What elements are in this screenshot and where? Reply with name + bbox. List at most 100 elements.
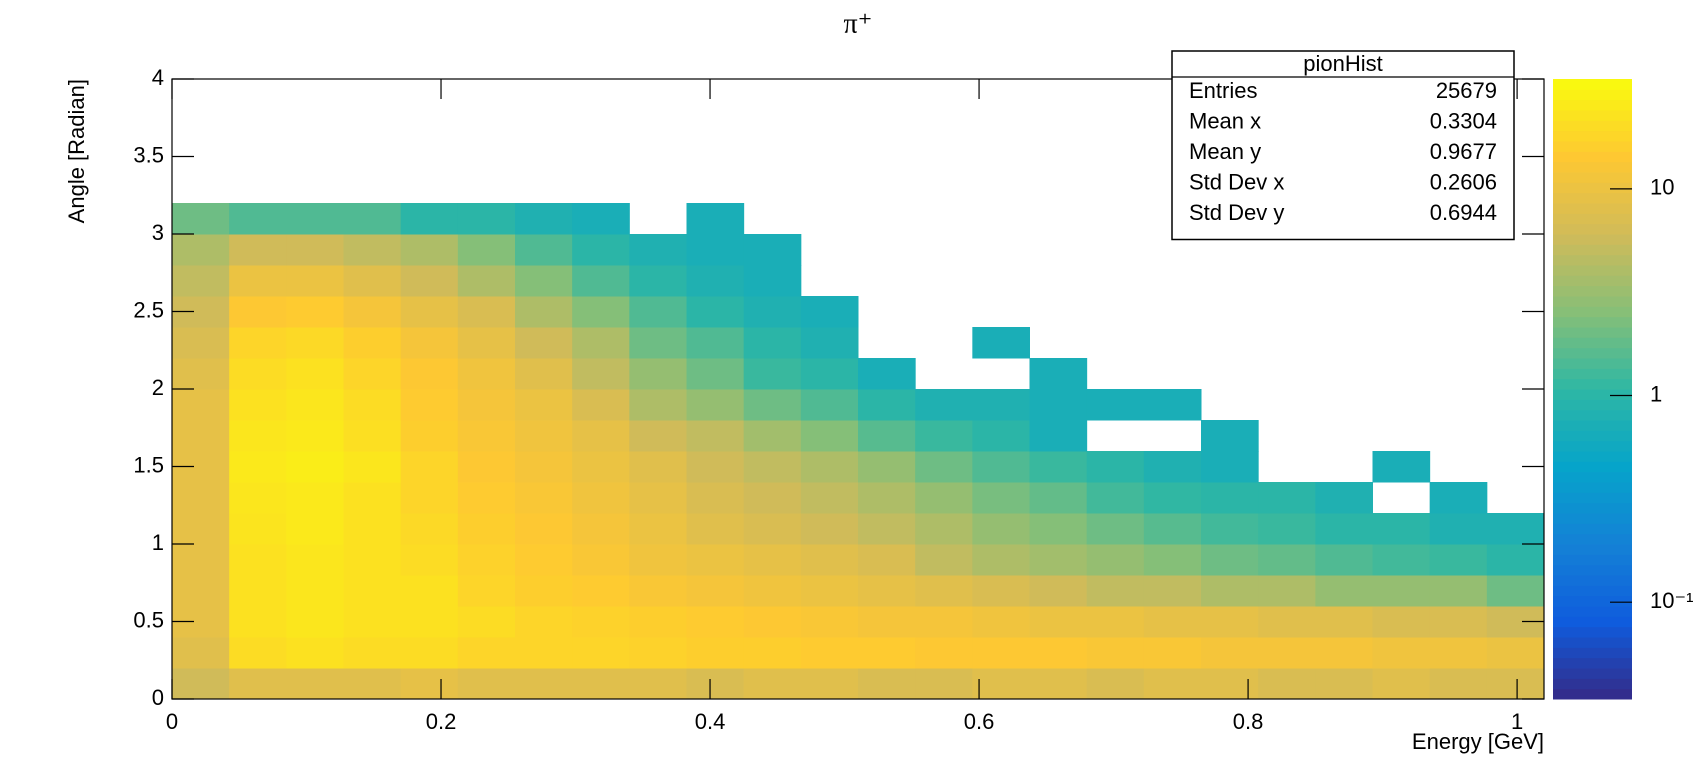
color-scale-band (1553, 244, 1632, 256)
heatmap-cell (457, 420, 516, 452)
color-scale-band (1553, 89, 1632, 101)
y-tick-label: 2.5 (133, 297, 164, 322)
color-scale-band (1553, 523, 1632, 535)
heatmap-cell (457, 451, 516, 483)
heatmap-cell (343, 358, 402, 390)
heatmap-cell (172, 575, 230, 607)
heatmap-cell (629, 389, 687, 421)
heatmap-cell (1201, 513, 1259, 545)
heatmap-cell (1258, 482, 1316, 514)
color-scale-band (1553, 399, 1632, 411)
color-scale-band (1553, 378, 1632, 390)
heatmap-cell (686, 606, 745, 638)
color-scale-band (1553, 461, 1632, 473)
heatmap-cell (1143, 451, 1202, 483)
heatmap-cell (1143, 389, 1202, 421)
heatmap-cell (1029, 482, 1088, 514)
color-scale-band (1553, 368, 1632, 380)
color-scale-band (1553, 482, 1632, 493)
heatmap-cell (800, 389, 859, 421)
y-tick-label: 1.5 (133, 452, 164, 477)
heatmap-cell (400, 482, 459, 514)
heatmap-cell (286, 513, 344, 545)
heatmap-cell (572, 420, 630, 452)
heatmap-cell (572, 451, 630, 483)
heatmap-cell (800, 451, 859, 483)
color-scale-band (1553, 430, 1632, 442)
stats-value: 25679 (1436, 78, 1497, 103)
heatmap-cell (1486, 575, 1545, 607)
heatmap-cell (343, 482, 402, 514)
heatmap-cell (572, 327, 630, 359)
heatmap-cell (343, 234, 402, 266)
heatmap-cell (229, 575, 287, 607)
color-scale-band (1553, 637, 1632, 648)
heatmap-cell (629, 234, 687, 266)
heatmap-cell (629, 606, 687, 638)
heatmap-cell (743, 327, 802, 359)
heatmap-cell (686, 234, 745, 266)
heatmap-cell (743, 389, 802, 421)
stats-value: 0.3304 (1430, 109, 1497, 134)
color-scale-band (1553, 110, 1632, 121)
heatmap-cell (572, 637, 630, 669)
heatmap-cell (800, 606, 859, 638)
heatmap-cell (1258, 544, 1316, 576)
heatmap-cell (343, 575, 402, 607)
heatmap-cell (1143, 668, 1202, 700)
heatmap-cell (572, 203, 630, 235)
heatmap-cell (1201, 544, 1259, 576)
color-scale-band (1553, 161, 1632, 173)
color-scale-band (1553, 616, 1632, 628)
heatmap-cell (1143, 513, 1202, 545)
color-scale-band (1553, 213, 1632, 225)
heatmap-cell (743, 575, 802, 607)
color-scale-band (1553, 575, 1632, 586)
x-tick-label: 0.6 (964, 709, 995, 734)
heatmap-cell (1372, 668, 1431, 700)
heatmap-cell (972, 420, 1030, 452)
heatmap-cell (172, 420, 230, 452)
heatmap-cell (629, 296, 687, 328)
heatmap-cell (743, 358, 802, 390)
heatmap-cell (1315, 544, 1373, 576)
color-scale-band (1553, 564, 1632, 576)
color-scale-band (1553, 275, 1632, 287)
heatmap-cell (686, 513, 745, 545)
heatmap-cell (229, 668, 287, 700)
heatmap-cell (858, 544, 916, 576)
heatmap-cell (286, 606, 344, 638)
heatmap-cell (229, 203, 287, 235)
color-scale-band (1553, 130, 1632, 142)
heatmap-cell (1315, 513, 1373, 545)
color-scale-band (1553, 182, 1632, 194)
heatmap-cell (400, 451, 459, 483)
heatmap-cell (1201, 637, 1259, 669)
heatmap-cell (743, 668, 802, 700)
heatmap-cell (572, 668, 630, 700)
color-scale-band (1553, 358, 1632, 369)
heatmap-cell (686, 265, 745, 297)
heatmap-cell (1086, 544, 1145, 576)
color-scale-band (1553, 502, 1632, 514)
heatmap-cell (1086, 575, 1145, 607)
stats-box (1171, 50, 1515, 241)
heatmap-cell (858, 575, 916, 607)
heatmap-cell (457, 575, 516, 607)
heatmap-cell (800, 296, 859, 328)
heatmap-cell (457, 234, 516, 266)
color-scale-band (1553, 409, 1632, 421)
heatmap-cell (515, 234, 573, 266)
stats-label: Std Dev y (1189, 200, 1284, 225)
heatmap-cell (686, 296, 745, 328)
heatmap-cell (1315, 606, 1373, 638)
heatmap-cell (229, 451, 287, 483)
heatmap-cell (858, 513, 916, 545)
heatmap-cell (343, 389, 402, 421)
color-scale-band (1553, 203, 1632, 214)
y-tick-label: 1 (152, 530, 164, 555)
heatmap-cell (915, 389, 973, 421)
heatmap-cell (343, 327, 402, 359)
color-scale-band (1553, 492, 1632, 504)
heatmap-cell (457, 513, 516, 545)
